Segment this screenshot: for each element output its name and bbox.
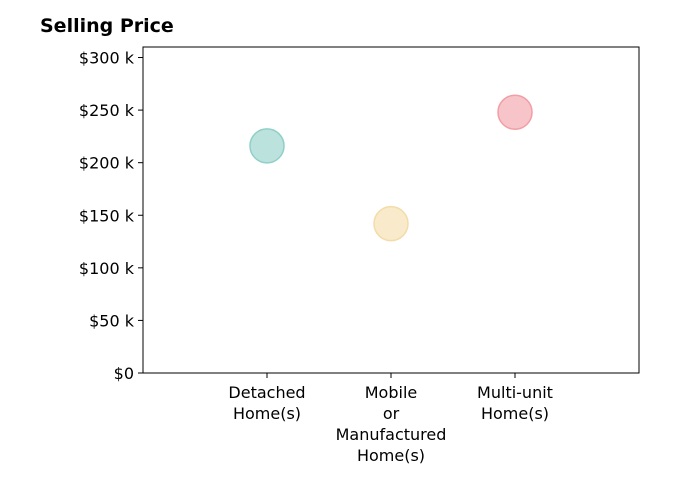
data-points (249, 94, 533, 242)
x-axis: Detached Home(s) Mobile or Manufactured Home(… (228, 373, 553, 465)
y-tick-label: $200 k (79, 154, 135, 173)
x-tick-label: Multi-unit Home(s) (477, 383, 553, 423)
x-tick-label-line: Home(s) (357, 446, 425, 465)
y-axis: $0 $50 k $100 k $150 k $200 k $250 k $300 k (79, 49, 143, 383)
y-tick-label: $300 k (79, 49, 135, 68)
data-point (497, 94, 533, 130)
y-tick-label: $50 k (89, 311, 135, 330)
data-point (249, 128, 285, 164)
x-tick-label-line: Home(s) (233, 404, 301, 423)
x-tick-label-line: Manufactured (336, 425, 447, 444)
y-tick-label: $150 k (79, 206, 135, 225)
x-tick-label-line: Home(s) (481, 404, 549, 423)
y-tick-label: $100 k (79, 259, 135, 278)
y-tick-label: $250 k (79, 101, 135, 120)
chart-title: Selling Price (40, 15, 174, 37)
x-tick-label-line: Detached (228, 383, 305, 402)
x-tick-label-line: Multi-unit (477, 383, 553, 402)
x-tick-label-line: Mobile (365, 383, 417, 402)
data-point (373, 205, 409, 242)
x-tick-label: Detached Home(s) (228, 383, 305, 423)
x-tick-label-line: or (383, 404, 400, 423)
y-tick-label: $0 (114, 364, 134, 383)
x-tick-label: Mobile or Manufactured Home(s) (336, 383, 447, 465)
